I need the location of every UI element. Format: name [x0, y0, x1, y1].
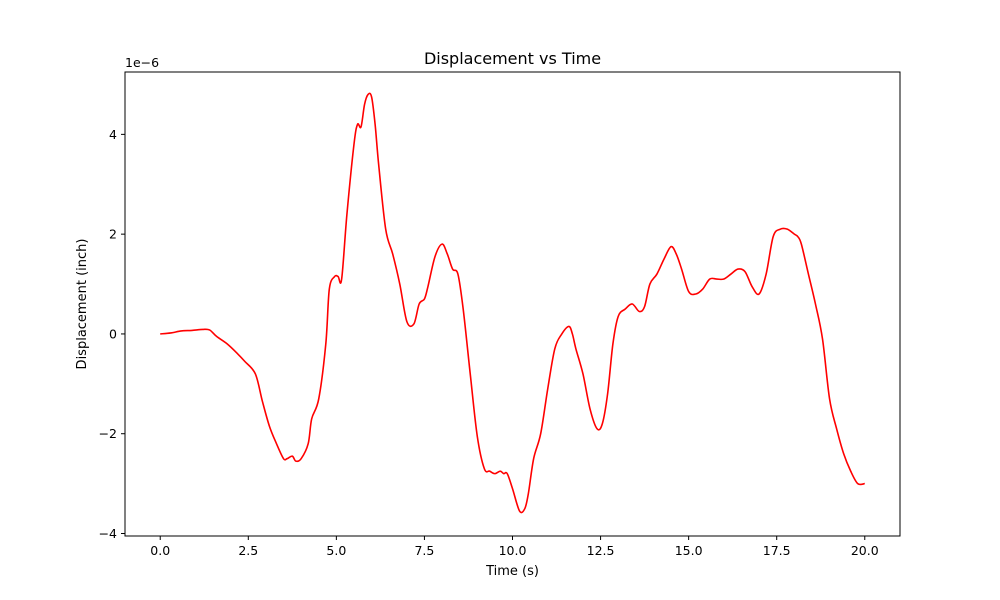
y-tick-label: −4 [99, 526, 117, 541]
y-axis-label: Displacement (inch) [75, 239, 90, 370]
x-tick-label: 20.0 [851, 543, 879, 558]
y-tick-label: 0 [109, 326, 117, 341]
x-tick-label: 15.0 [675, 543, 703, 558]
x-tick-label: 17.5 [763, 543, 791, 558]
series-layer [160, 92, 865, 514]
x-tick-label: 0.0 [150, 543, 170, 558]
plot-area [125, 72, 900, 536]
x-tick-label: 2.5 [238, 543, 258, 558]
x-tick-label: 10.0 [499, 543, 527, 558]
x-axis-label: Time (s) [485, 564, 539, 579]
y-tick-label: 4 [109, 127, 117, 142]
y-tick-label: −2 [99, 426, 117, 441]
x-tick-label: 12.5 [587, 543, 615, 558]
y-offset-text: 1e−6 [125, 55, 159, 70]
x-axis-ticks: 0.0 2.5 5.0 7.5 10.0 12.5 15.0 17.5 20.0 [150, 536, 879, 558]
axes-background [125, 72, 900, 536]
x-tick-label: 7.5 [414, 543, 434, 558]
y-tick-label: 2 [109, 227, 117, 242]
chart-title: Displacement vs Time [424, 49, 601, 68]
displacement-line [160, 92, 865, 514]
y-axis-ticks: −4 −2 0 2 4 [99, 127, 125, 541]
x-tick-label: 5.0 [326, 543, 346, 558]
